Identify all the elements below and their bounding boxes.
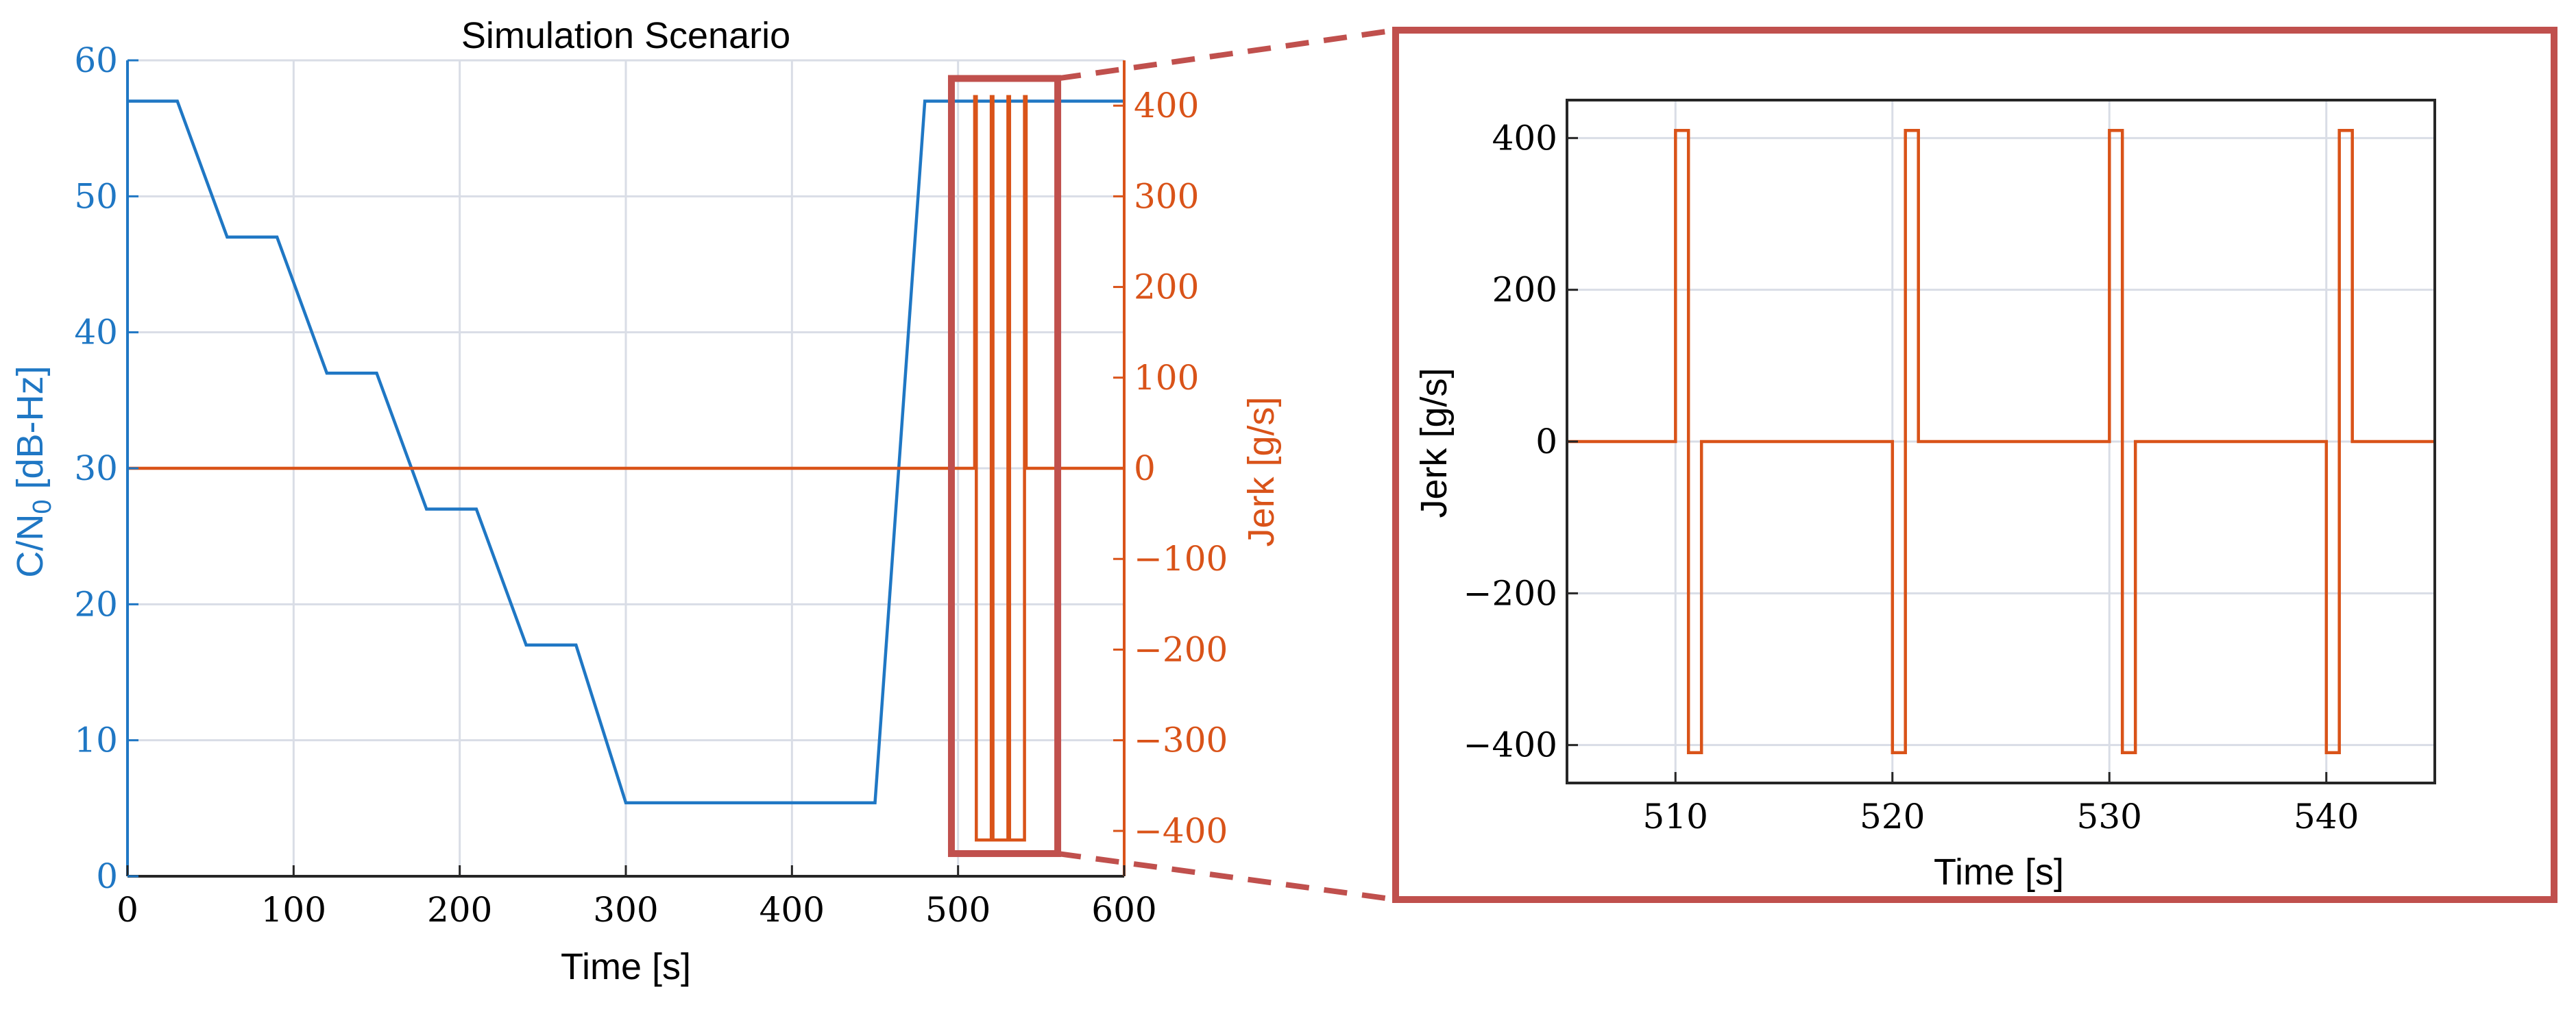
cn0-series-line	[127, 99, 1124, 805]
left-ytick-label-6: 60	[74, 40, 118, 80]
inset-ytick-label-4: 400	[1492, 118, 1557, 158]
left-plot-xlabel: Time [s]	[561, 946, 691, 987]
right-ytick-label-3: −100	[1134, 539, 1228, 579]
inset-plot-series	[1567, 129, 2435, 754]
inset-ytick-label-2: 0	[1535, 422, 1557, 461]
left-ytick-label-1: 10	[74, 721, 118, 760]
connector-bottom	[1057, 850, 1396, 902]
inset-plot-ylabel: Jerk [g/s]	[1413, 368, 1455, 518]
jerk-series-line	[127, 95, 1124, 842]
right-ytick-label-1: −300	[1134, 721, 1228, 760]
right-ytick-label-6: 200	[1134, 267, 1199, 307]
inset-xtick-label-3: 540	[2294, 797, 2359, 836]
inset-plot-xlabel: Time [s]	[1934, 852, 2064, 893]
zoom-highlight-box	[947, 75, 1062, 857]
right-ytick-label-5: 100	[1134, 358, 1199, 398]
left-ytick-label-4: 40	[74, 313, 118, 352]
inset-frame	[1392, 27, 2557, 903]
left-xtick-label-3: 300	[593, 890, 658, 930]
left-xtick-label-5: 500	[925, 890, 991, 930]
left-plot-ylabel: C/N0 [dB-Hz]	[10, 365, 57, 577]
left-plot-ticks: 0 100 200 300 400 500 600 0 10 20 30 40 50 60 −400 −300…	[74, 40, 1228, 930]
left-ytick-label-5: 50	[74, 176, 118, 216]
left-ytick-label-0: 0	[96, 856, 118, 896]
right-ytick-label-0: −400	[1134, 811, 1228, 851]
cn0-label-main: C/N	[10, 514, 51, 578]
right-axis-ylabel: Jerk [g/s]	[1241, 396, 1282, 546]
zoom-connector-lines	[1057, 27, 1396, 902]
cn0-label-unit: [dB-Hz]	[10, 365, 51, 499]
left-xtick-label-0: 0	[117, 890, 138, 930]
inset-ytick-label-1: −200	[1463, 573, 1557, 613]
inset-plot-ticks: 510 520 530 540 −400 −200 0 200 400	[1463, 118, 2359, 836]
left-xtick-label-6: 600	[1091, 890, 1156, 930]
cn0-label-subscript: 0	[28, 499, 57, 514]
left-ytick-label-3: 30	[74, 448, 118, 488]
left-plot-series	[127, 95, 1124, 842]
left-plot-title: Simulation Scenario	[461, 15, 790, 56]
inset-xtick-label-0: 510	[1643, 797, 1708, 836]
left-xtick-label-4: 400	[760, 890, 825, 930]
inset-xtick-label-1: 520	[1860, 797, 1925, 836]
connector-top	[1057, 27, 1396, 82]
inset-ytick-label-0: −400	[1463, 725, 1557, 765]
inset-jerk-series-line	[1567, 129, 2435, 754]
left-ytick-label-2: 20	[74, 584, 118, 624]
right-ytick-label-2: −200	[1134, 629, 1228, 669]
left-xtick-label-2: 200	[427, 890, 492, 930]
inset-xtick-label-2: 530	[2077, 797, 2142, 836]
right-ytick-label-8: 400	[1134, 86, 1199, 125]
right-ytick-label-4: 0	[1134, 448, 1156, 488]
inset-ytick-label-3: 200	[1492, 270, 1557, 310]
right-ytick-label-7: 300	[1134, 176, 1199, 216]
left-xtick-label-1: 100	[261, 890, 326, 930]
